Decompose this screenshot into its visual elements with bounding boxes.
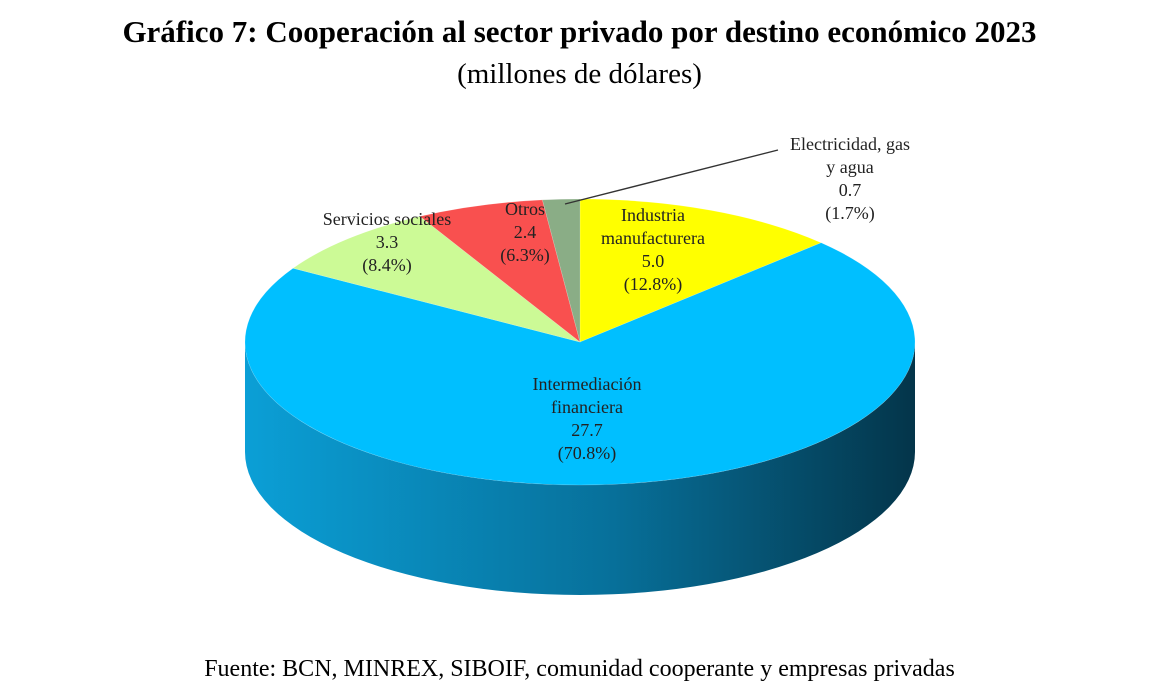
chart-title: Gráfico 7: Cooperación al sector privado… [122,14,1037,49]
pie-slice-2 [244,242,916,486]
slice-label-5: Electricidad, gas y agua 0.7 (1.7%) [790,134,910,224]
slice-label-4: Otros 2.4 (6.3%) [500,199,549,266]
source-note: Fuente: BCN, MINREX, SIBOIF, comunidad c… [204,656,955,682]
leader-line [564,149,779,205]
slice-label-1: Industria manufacturera 5.0 (12.8%) [601,205,705,295]
pie-slice-3 [292,216,581,343]
pie-side-2 [245,342,915,595]
pie-slice-5 [542,198,581,343]
pie-slices [244,198,916,486]
slice-label-2: Intermediación financiera 27.7 (70.8%) [533,374,642,464]
chart-subtitle: (millones de dólares) [457,58,702,90]
slice-label-3: Servicios sociales 3.3 (8.4%) [323,209,451,276]
pie-slice-4 [419,199,581,343]
pie-sides [245,342,915,595]
pie-labels: Industria manufacturera 5.0 (12.8%) Intermed… [323,134,910,464]
pie-slice-1 [579,198,822,343]
